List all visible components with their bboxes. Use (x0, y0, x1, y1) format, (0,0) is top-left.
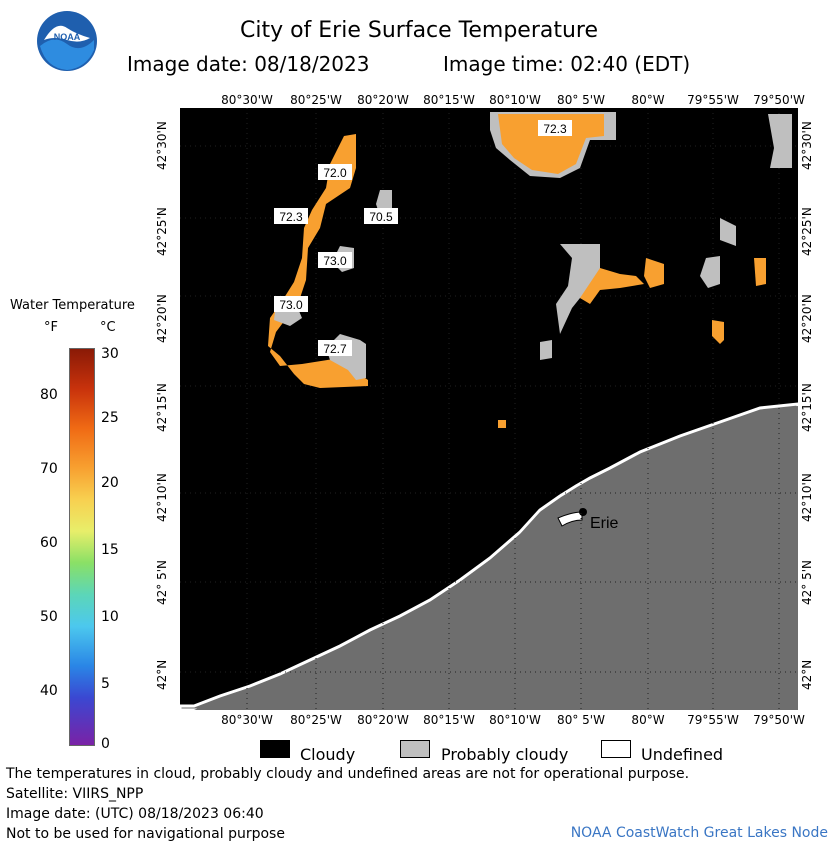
lon-label-top: 79°50'W (753, 93, 805, 107)
lon-label-top: 80°10'W (489, 93, 541, 107)
temp-label: 72.0 (323, 166, 347, 180)
celsius-label: 25 (101, 410, 119, 426)
lon-label-bottom: 80°15'W (423, 713, 475, 727)
city-label: Erie (590, 515, 619, 532)
lat-label-right: 42°N (800, 659, 814, 690)
celsius-label: 30 (101, 346, 119, 362)
temp-label: 70.5 (369, 210, 393, 224)
lat-label-right: 42° 5'N (800, 560, 814, 605)
lon-label-bottom: 80°25'W (290, 713, 342, 727)
lon-label-top: 80°30'W (221, 93, 273, 107)
lat-label-right: 42°15'N (800, 383, 814, 432)
presque-isle (557, 511, 583, 527)
celsius-label: 0 (101, 736, 110, 752)
lat-label-left: 42°25'N (155, 207, 169, 256)
page-title: City of Erie Surface Temperature (239, 18, 599, 43)
lon-label-bottom: 79°50'W (753, 713, 805, 727)
unit-fahrenheit: °F (44, 320, 58, 335)
lat-label-left: 42°15'N (155, 383, 169, 432)
celsius-label: 5 (101, 676, 110, 692)
noaa-logo-icon: NOAA (36, 10, 98, 72)
lat-label-left: 42°30'N (155, 121, 169, 170)
legend-cloudy-label: Cloudy (300, 745, 356, 764)
fahrenheit-label: 80 (40, 387, 58, 403)
lon-label-top: 80° 5'W (557, 93, 605, 107)
lat-label-left: 42° 5'N (155, 560, 169, 605)
lon-label-bottom: 80°W (631, 713, 665, 727)
lon-label-top: 80°20'W (357, 93, 409, 107)
image-date: Image date: 08/18/2023 (127, 52, 370, 76)
utc-date-text: Image date: (UTC) 08/18/2023 06:40 (6, 806, 264, 822)
lon-label-top: 80°25'W (290, 93, 342, 107)
lat-label-left: 42°10'N (155, 473, 169, 522)
unit-celsius: °C (100, 320, 116, 335)
fahrenheit-label: 60 (40, 535, 58, 551)
lon-label-bottom: 79°55'W (687, 713, 739, 727)
temp-label: 73.0 (323, 254, 347, 268)
celsius-label: 10 (101, 609, 119, 625)
temp-label: 72.7 (323, 342, 347, 356)
legend-undefined-swatch (601, 740, 631, 758)
legend-probably-cloudy-swatch (400, 740, 430, 758)
lat-label-left: 42°N (155, 659, 169, 690)
temp-label: 72.3 (543, 122, 567, 136)
lon-label-bottom: 80°10'W (489, 713, 541, 727)
fahrenheit-label: 40 (40, 683, 58, 699)
disclaimer-text: The temperatures in cloud, probably clou… (6, 766, 690, 782)
lon-label-top: 80°15'W (423, 93, 475, 107)
legend-cloudy-swatch (260, 740, 290, 758)
lon-label-top: 80°W (631, 93, 665, 107)
temp-label: 72.3 (279, 210, 303, 224)
lon-label-bottom: 80°30'W (221, 713, 273, 727)
credit-link[interactable]: NOAA CoastWatch Great Lakes Node (570, 825, 828, 841)
satellite-text: Satellite: VIIRS_NPP (6, 786, 144, 802)
celsius-label: 20 (101, 475, 119, 491)
lat-label-right: 42°20'N (800, 294, 814, 343)
legend-probably-cloudy-label: Probably cloudy (441, 745, 569, 764)
lat-label-right: 42°25'N (800, 207, 814, 256)
city-marker-icon (579, 508, 587, 516)
legend-undefined-label: Undefined (641, 745, 724, 764)
temp-label: 73.0 (279, 298, 303, 312)
fahrenheit-label: 70 (40, 461, 58, 477)
lon-label-bottom: 80°20'W (357, 713, 409, 727)
temperature-colorbar (69, 348, 95, 746)
lat-label-right: 42°30'N (800, 121, 814, 170)
navigation-warning: Not to be used for navigational purpose (6, 826, 285, 842)
lon-label-bottom: 80° 5'W (557, 713, 605, 727)
colorbar-title: Water Temperature (10, 298, 135, 313)
temperature-map: 72.3 72.0 72.3 70.5 73.0 73.0 72.7 Erie (178, 108, 800, 712)
logo-text: NOAA (54, 32, 81, 42)
lon-label-top: 79°55'W (687, 93, 739, 107)
lat-label-right: 42°10'N (800, 473, 814, 522)
image-time: Image time: 02:40 (EDT) (443, 52, 691, 76)
celsius-label: 15 (101, 542, 119, 558)
fahrenheit-label: 50 (40, 609, 58, 625)
temperature-labels: 72.3 72.0 72.3 70.5 73.0 73.0 72.7 (274, 120, 572, 356)
lat-label-left: 42°20'N (155, 294, 169, 343)
